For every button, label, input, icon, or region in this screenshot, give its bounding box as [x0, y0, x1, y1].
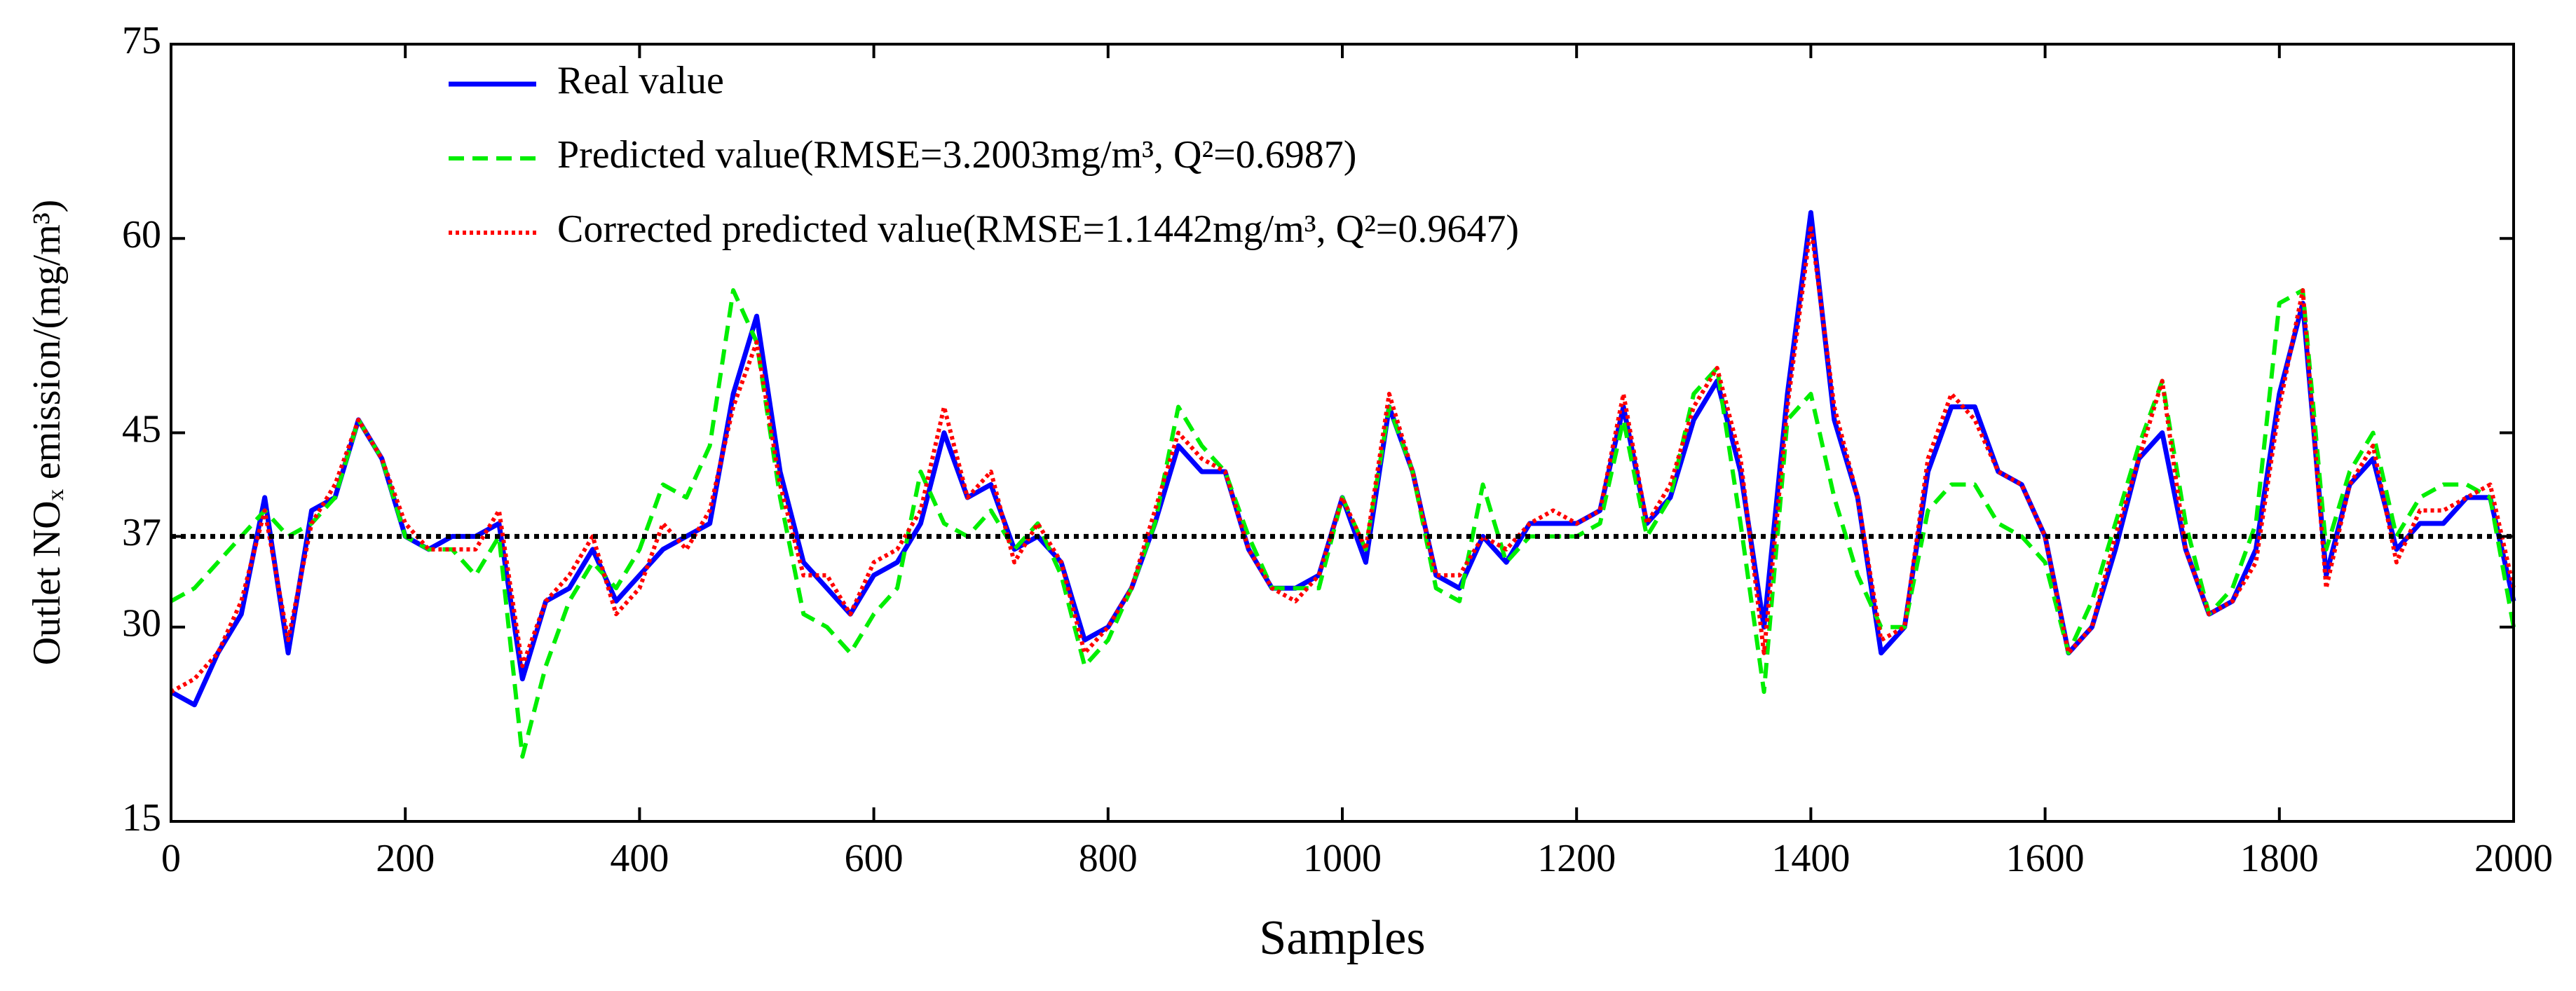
x-tick-label: 600 — [845, 837, 904, 880]
y-tick-label: 75 — [122, 19, 161, 62]
y-tick-label: 15 — [122, 796, 161, 840]
y-tick-label: 45 — [122, 407, 161, 451]
series-line — [170, 288, 2516, 759]
x-tick-label: 2000 — [2474, 837, 2553, 880]
y-tick-label: 30 — [122, 602, 161, 645]
legend-label: Real value — [557, 59, 724, 102]
legend-label: Predicted value(RMSE=3.2003mg/m³, Q²=0.6… — [557, 133, 1356, 177]
x-tick-label: 0 — [161, 837, 181, 880]
x-tick-label: 1000 — [1303, 837, 1382, 880]
x-tick-label: 200 — [376, 837, 435, 880]
x-tick-label: 400 — [610, 837, 669, 880]
series-line — [170, 210, 2516, 708]
x-axis-label: Samples — [1259, 911, 1425, 965]
x-tick-label: 1800 — [2240, 837, 2319, 880]
x-tick-label: 1400 — [1771, 837, 1850, 880]
x-tick-label: 1200 — [1537, 837, 1616, 880]
y-tick-label: 37 — [122, 511, 161, 554]
x-tick-label: 1600 — [2006, 837, 2085, 880]
legend-label: Corrected predicted value(RMSE=1.1442mg/… — [557, 207, 1519, 251]
x-tick-label: 800 — [1079, 837, 1138, 880]
y-axis-label: Outlet NOₓ emission/(mg/m³) — [25, 200, 69, 666]
series-line — [170, 223, 2516, 694]
y-tick-label: 60 — [122, 213, 161, 257]
